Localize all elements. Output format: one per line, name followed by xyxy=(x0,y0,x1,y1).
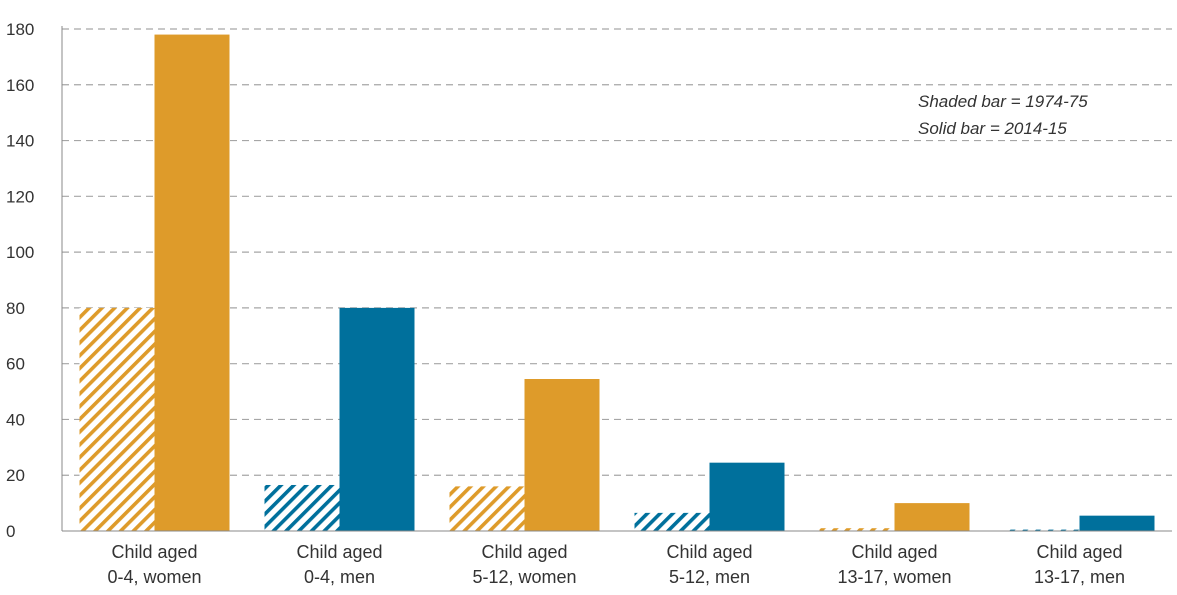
bar-shaded xyxy=(449,486,525,531)
annotation-line: Shaded bar = 1974-75 xyxy=(918,92,1088,111)
bar-solid xyxy=(339,307,415,531)
bar-shaded xyxy=(264,484,340,531)
y-tick-label: 20 xyxy=(6,466,25,485)
bar-shaded xyxy=(819,528,895,531)
annotation-line: Solid bar = 2014-15 xyxy=(918,119,1067,138)
y-tick-label: 0 xyxy=(6,522,15,541)
y-tick-label: 80 xyxy=(6,299,25,318)
y-tick-label: 40 xyxy=(6,410,25,429)
bar-shaded xyxy=(634,512,710,531)
y-tick-label: 100 xyxy=(6,243,34,262)
y-tick-label: 180 xyxy=(6,20,34,39)
x-axis: Child aged 0-4, women Child aged 0-4, men Ch… xyxy=(62,530,1172,587)
y-tick-label: 60 xyxy=(6,355,25,374)
bar-solid xyxy=(894,503,970,531)
y-tick-label: 120 xyxy=(6,187,34,206)
x-category-label: Child aged 0-4, men xyxy=(296,542,382,587)
y-axis: 0 20 40 60 80 100 120 140 160 180 xyxy=(6,20,63,541)
x-category-label: Child aged 0-4, women xyxy=(107,542,201,587)
x-category-label: Child aged 13-17, men xyxy=(1034,542,1125,587)
bars xyxy=(79,34,1155,531)
bar-solid xyxy=(709,462,785,531)
y-tick-label: 140 xyxy=(6,132,34,151)
chart-annotation: Shaded bar = 1974-75 Solid bar = 2014-15 xyxy=(918,92,1088,138)
bar-solid xyxy=(524,379,600,531)
x-category-label: Child aged 5-12, women xyxy=(472,542,576,587)
x-category-label: Child aged 13-17, women xyxy=(837,542,951,587)
bar-shaded xyxy=(1004,529,1080,531)
bar-shaded xyxy=(79,307,155,531)
bar-solid xyxy=(1079,515,1155,531)
bar-solid xyxy=(154,34,230,531)
y-tick-label: 160 xyxy=(6,76,34,95)
gridlines xyxy=(62,28,1172,476)
x-category-label: Child aged 5-12, men xyxy=(666,542,752,587)
